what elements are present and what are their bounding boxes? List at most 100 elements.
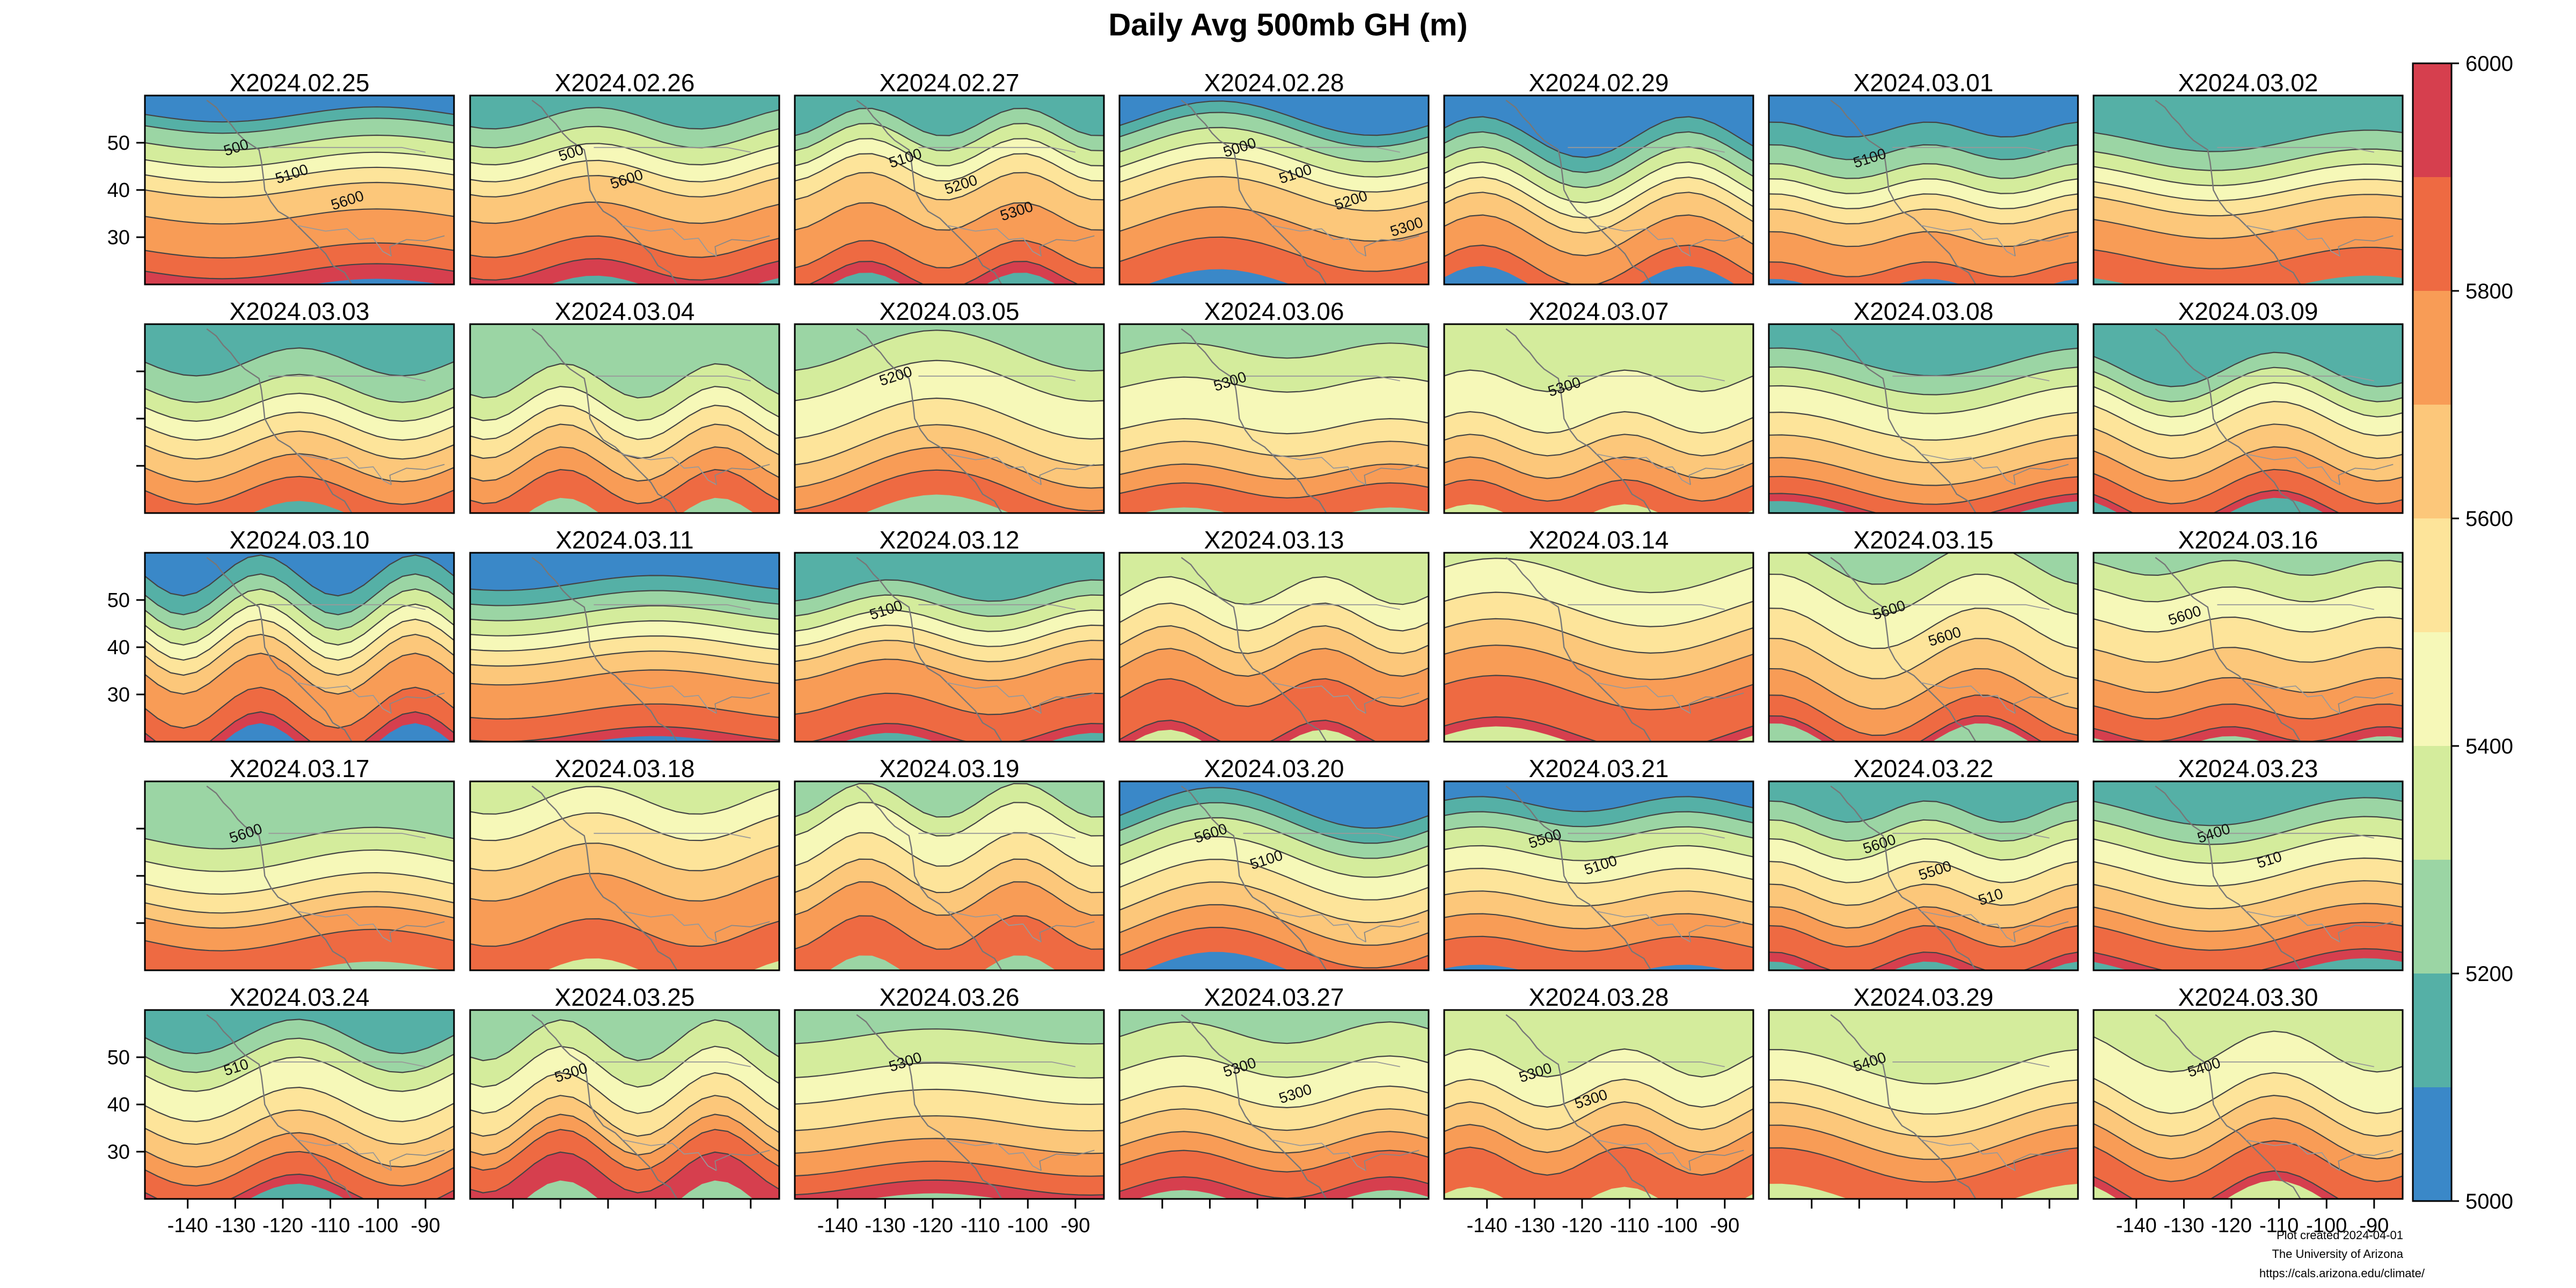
contour-line	[1119, 1021, 1429, 1044]
coastline	[1505, 1014, 1652, 1199]
contour-line	[1444, 845, 1753, 861]
contour-line	[2094, 857, 2403, 887]
map-field	[2094, 96, 2403, 284]
height-band	[145, 431, 454, 482]
contour-line	[795, 1179, 1104, 1196]
lat-tick-label: 50	[107, 1046, 130, 1069]
height-band	[1119, 207, 1429, 272]
contour-line	[795, 881, 1104, 916]
height-band	[2094, 469, 2403, 513]
panel-date-title: X2024.03.16	[2178, 526, 2318, 554]
height-band	[2094, 858, 2403, 909]
coastline	[1505, 99, 1652, 284]
border-line	[1921, 453, 2016, 485]
contour-line	[2094, 1117, 2403, 1160]
border-line	[947, 453, 1042, 485]
contour-line	[1769, 457, 2078, 486]
contour-line	[1444, 131, 1753, 173]
coastline	[1830, 99, 1977, 284]
contour-line	[1444, 177, 1753, 219]
border-line	[2217, 375, 2374, 382]
coastline	[1830, 328, 1977, 513]
contour-line	[2094, 1072, 2403, 1115]
map-field	[795, 781, 1104, 970]
height-band	[1769, 1102, 2078, 1160]
contour-line	[470, 1095, 779, 1137]
contour-line	[1769, 121, 2078, 138]
border-line	[1271, 682, 1366, 714]
height-band	[1119, 177, 1429, 241]
contour-line	[145, 826, 454, 850]
panel-frame	[469, 323, 780, 514]
credit-line-3: https://cals.arizona.edu/climate/	[2259, 1267, 2425, 1280]
height-band	[1119, 678, 1429, 742]
contour-line	[1769, 925, 2078, 948]
contour-line	[1769, 434, 2078, 464]
lon-tick-label: -100	[2306, 1214, 2347, 1237]
coastline	[206, 328, 353, 513]
contour-line	[1119, 859, 1429, 901]
panel-date-title: X2024.03.17	[230, 755, 370, 782]
contour-line	[1119, 625, 1429, 654]
height-band	[1444, 891, 1753, 929]
contour-line	[470, 873, 779, 902]
contour-line	[1769, 385, 2078, 414]
coastline	[1830, 557, 1977, 742]
contour-line	[1444, 1048, 1753, 1078]
height-band	[2094, 382, 2403, 436]
height-band	[795, 153, 1104, 200]
contour-line	[2094, 489, 2341, 513]
height-band	[1444, 811, 1753, 842]
contour-line	[145, 1173, 454, 1199]
border-line	[1271, 911, 1366, 942]
border-line	[297, 453, 392, 485]
height-band	[1769, 638, 2078, 709]
panel-date-title: X2024.03.04	[555, 297, 695, 325]
height-band	[1769, 801, 2078, 841]
panel-frame	[469, 780, 780, 971]
coastline	[1039, 1150, 1095, 1171]
height-band	[2094, 149, 2403, 186]
border-line	[1892, 604, 2050, 610]
height-band	[795, 123, 1104, 166]
contour-line	[145, 711, 454, 742]
height-band	[470, 919, 779, 970]
contour-line	[145, 872, 454, 895]
panel-date-title: X2024.03.24	[230, 983, 370, 1011]
coastline	[2013, 921, 2069, 942]
height-band	[470, 813, 779, 871]
panel-date-title: X2024.03.02	[2178, 69, 2318, 97]
contour-line	[145, 392, 454, 422]
contour-line	[1119, 112, 1429, 148]
colorbar-swatch	[2413, 405, 2451, 518]
panel-frame	[2092, 552, 2404, 743]
height-band	[1769, 608, 2078, 679]
lat-tick-label: 40	[107, 1094, 130, 1116]
contour-line	[1119, 648, 1429, 677]
height-band	[2094, 797, 2403, 845]
height-band	[1444, 479, 1753, 513]
height-band	[470, 386, 779, 440]
contour-line	[1769, 819, 2078, 842]
height-band	[1444, 1147, 1753, 1199]
map-panel: X2024.03.14	[1443, 526, 1754, 743]
height-band	[1119, 1150, 1429, 1198]
contour-line	[795, 658, 1104, 682]
coastline	[2338, 235, 2394, 257]
contour-line	[145, 1056, 454, 1092]
coastline	[531, 99, 678, 284]
contour-line	[1769, 1049, 2078, 1085]
contour-line	[470, 575, 779, 591]
height-band	[2094, 1072, 2403, 1137]
colorbar-swatch	[2413, 518, 2451, 632]
panel-frame	[1118, 94, 1430, 286]
height-band	[145, 107, 454, 134]
height-band	[795, 1089, 1104, 1131]
contour-line	[145, 653, 454, 695]
height-band	[145, 348, 454, 402]
contour-line	[1119, 175, 1429, 212]
